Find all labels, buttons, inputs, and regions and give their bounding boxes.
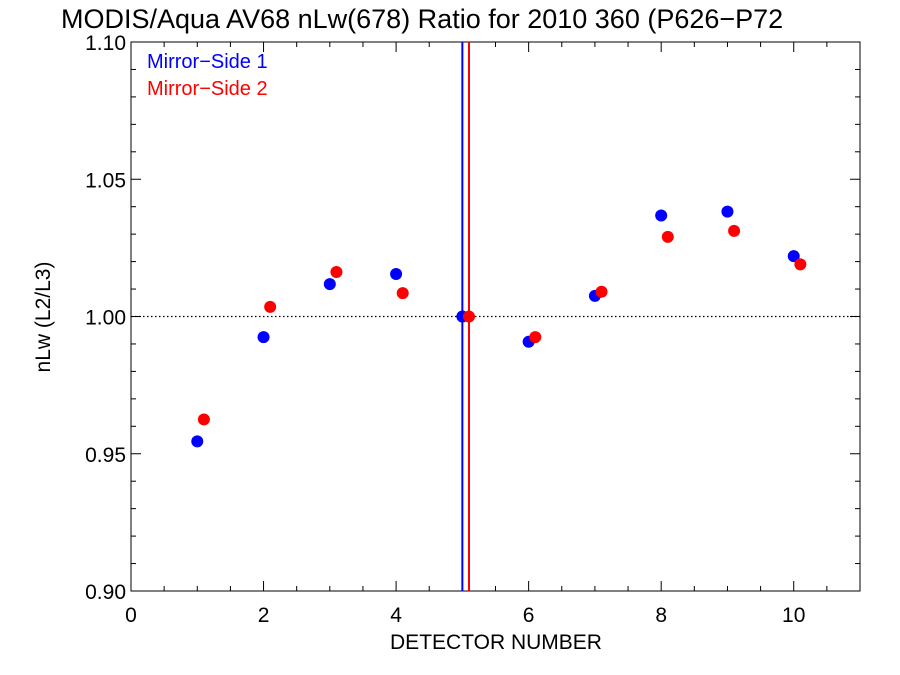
data-point-series-2 <box>595 285 608 298</box>
legend-entry: Mirror−Side 1 <box>147 51 268 73</box>
x-tick-label: 4 <box>390 604 402 627</box>
x-axis-label: DETECTOR NUMBER <box>390 631 602 654</box>
data-point-series-2 <box>529 331 542 344</box>
y-tick-label: 1.10 <box>85 32 126 55</box>
data-point-series-1 <box>390 267 403 280</box>
x-tick-label: 2 <box>258 604 270 627</box>
data-point-series-1 <box>787 250 800 263</box>
legend-entry: Mirror−Side 2 <box>147 78 268 100</box>
legend: Mirror−Side 1 Mirror−Side 2 <box>147 51 268 100</box>
data-points <box>191 205 807 448</box>
data-point-series-2 <box>661 230 674 243</box>
data-point-series-2 <box>197 413 210 426</box>
x-tick-label: 10 <box>782 604 805 627</box>
chart-title: MODIS/Aqua AV68 nLw(678) Ratio for 2010 … <box>61 4 783 34</box>
data-point-series-1 <box>323 278 336 291</box>
y-tick-label: 0.90 <box>85 581 126 604</box>
data-point-series-1 <box>257 331 270 344</box>
data-point-series-2 <box>264 300 277 313</box>
data-point-series-1 <box>191 435 204 448</box>
x-tick-label: 8 <box>655 604 667 627</box>
data-point-series-2 <box>794 258 807 271</box>
x-tick-label: 6 <box>523 604 535 627</box>
y-tick-label: 0.95 <box>85 444 126 467</box>
data-point-series-1 <box>655 209 668 222</box>
data-point-series-2 <box>330 266 343 279</box>
y-tick-label: 1.05 <box>85 169 126 192</box>
y-tick-label: 1.00 <box>85 307 126 330</box>
axis-ticks: 0 2 4 6 8 10 0.90 0.95 1.00 1.05 1.10 <box>85 32 861 627</box>
x-tick-label: 0 <box>125 604 137 627</box>
data-point-series-2 <box>728 224 741 237</box>
data-point-series-2 <box>396 287 409 300</box>
y-axis-label: nLw (L2/L3) <box>32 262 55 373</box>
data-point-series-1 <box>721 205 734 218</box>
data-point-series-2 <box>462 310 475 323</box>
